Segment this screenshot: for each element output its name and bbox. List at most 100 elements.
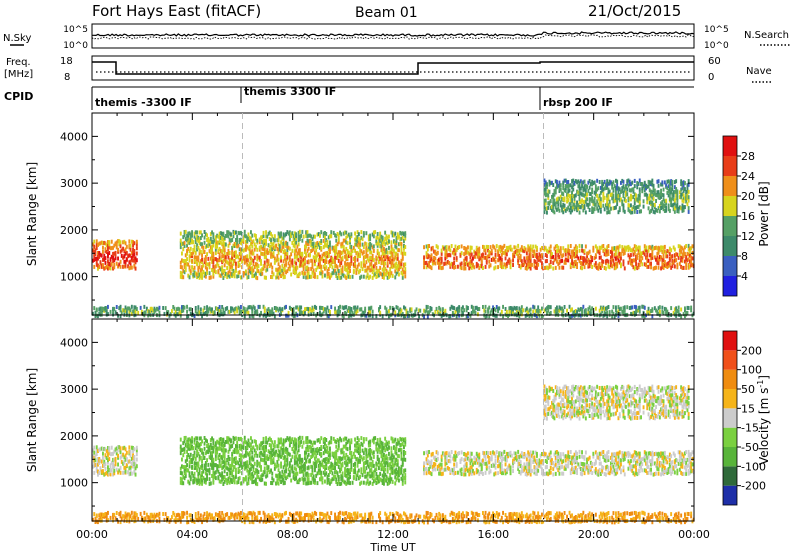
velocity-cell [133, 455, 135, 459]
velocity-cell [295, 468, 297, 472]
power-cell [516, 306, 518, 310]
power-cell [364, 264, 366, 268]
power-cell [591, 265, 593, 269]
power-cell [404, 262, 406, 266]
power-cell [547, 206, 549, 210]
power-cell [145, 310, 147, 314]
power-cell [273, 272, 275, 276]
power-cell [648, 307, 650, 311]
power-cell [280, 231, 282, 235]
power-cell [102, 250, 104, 254]
velocity-cell [274, 440, 276, 444]
power-cell [624, 305, 626, 309]
power-cell [600, 210, 602, 214]
power-cell [162, 306, 164, 310]
power-cell [626, 305, 628, 309]
nsky-trace [92, 32, 694, 36]
velocity-cell [212, 450, 214, 454]
power-cell [335, 272, 337, 276]
power-cell [661, 306, 663, 310]
velocity-cell [301, 436, 303, 440]
power-cell [546, 211, 548, 215]
power-cell [363, 275, 365, 279]
power-cell [111, 240, 113, 244]
velocity-cell [194, 451, 196, 455]
power-cell [268, 259, 270, 263]
power-cell [265, 276, 267, 280]
power-cell [537, 305, 539, 309]
power-cell [96, 239, 98, 243]
power-cell [389, 306, 391, 310]
power-cell [360, 261, 362, 265]
velocity-cell [296, 472, 298, 476]
power-data-layer [92, 179, 695, 319]
power-cell [388, 235, 390, 239]
power-cell [286, 256, 288, 260]
power-cell [204, 250, 206, 254]
power-cell [478, 307, 480, 311]
power-cell [250, 230, 252, 234]
power-cell [238, 244, 240, 248]
power-cell [260, 311, 262, 315]
power-cell [458, 314, 460, 318]
nave-tick-low: 0 [708, 72, 714, 83]
velocity-cell [180, 438, 182, 442]
power-cell [342, 256, 344, 260]
power-cell [190, 269, 192, 273]
power-cell [688, 190, 690, 194]
power-cell [485, 265, 487, 269]
date-title: 21/Oct/2015 [588, 2, 681, 20]
power-cell [384, 262, 386, 266]
power-cell [117, 257, 119, 261]
velocity-cell [189, 481, 191, 485]
power-cell [350, 307, 352, 311]
power-cell [279, 244, 281, 248]
power-cell [586, 197, 588, 201]
power-cell [608, 260, 610, 264]
power-cell [314, 262, 316, 266]
power-cell [546, 259, 548, 263]
power-cell [373, 258, 375, 262]
power-cell [102, 246, 104, 250]
velocity-cell [120, 466, 122, 470]
velocity-cell [285, 468, 287, 472]
velocity-cell [117, 463, 119, 467]
power-cell [110, 310, 112, 314]
velocity-cell [236, 441, 238, 445]
velocity-cell [215, 457, 217, 461]
power-cell [350, 232, 352, 236]
power-cell [212, 252, 214, 256]
power-cell [482, 266, 484, 270]
power-cell [550, 260, 552, 264]
velocity-cell [244, 436, 246, 440]
power-cell [608, 244, 610, 248]
power-cell [404, 252, 406, 256]
power-cell [308, 271, 310, 275]
velocity-cell [128, 445, 130, 449]
power-cell [397, 257, 399, 261]
power-cell [635, 305, 637, 309]
power-cell [604, 196, 606, 200]
velocity-cell [194, 472, 196, 476]
power-cell [226, 266, 228, 270]
velocity-cell [245, 475, 247, 479]
power-cell [520, 254, 522, 258]
power-cell [564, 305, 566, 309]
power-cell [555, 190, 557, 194]
power-cell [264, 264, 266, 268]
power-cell [579, 211, 581, 215]
power-cell [654, 203, 656, 207]
power-cell [539, 314, 541, 318]
power-cell [224, 263, 226, 267]
power-cell [186, 257, 188, 261]
power-cell [423, 245, 425, 249]
velocity-cell [130, 450, 132, 454]
velocity-cell [235, 468, 237, 472]
power-cell [423, 265, 425, 269]
power-cell [639, 306, 641, 310]
power-cell [676, 193, 678, 197]
power-cell [120, 244, 122, 248]
velocity-cell [98, 471, 100, 475]
power-cell [107, 305, 109, 309]
velocity-cell [206, 439, 208, 443]
